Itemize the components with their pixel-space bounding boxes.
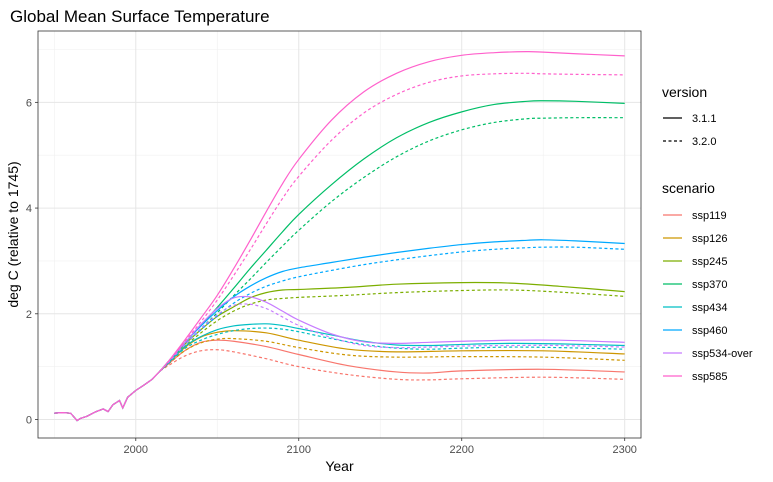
legend-scenario-label: ssp434 (692, 302, 727, 314)
y-tick-label: 6 (26, 97, 32, 109)
grid-major (38, 31, 641, 438)
series-line-ssp245-3.1.1 (159, 281, 625, 372)
y-axis-label: deg C (relative to 1745) (5, 161, 21, 307)
legend-scenario-label: ssp460 (692, 325, 727, 337)
y-axis: 0 2 4 6 (26, 97, 38, 427)
legend-version-label: 3.2.0 (692, 136, 716, 148)
x-axis-label: Year (325, 458, 354, 474)
series-line-ssp126-3.2.0 (159, 337, 625, 372)
series-line-ssp245-3.2.0 (159, 289, 625, 372)
series-line-ssp434-3.2.0 (159, 327, 625, 372)
legend-scenario-label: ssp585 (692, 371, 727, 383)
series-line-ssp585-3.1.1 (159, 50, 625, 372)
x-tick-label: 2200 (449, 444, 473, 456)
legend-scenario-title: scenario (662, 180, 715, 196)
series-line-ssp534-over-3.2.0 (159, 303, 625, 372)
chart-title: Global Mean Surface Temperature (10, 7, 270, 26)
legend-scenario-label: ssp126 (692, 233, 727, 245)
legend-scenario-label: ssp245 (692, 256, 727, 268)
x-tick-label: 2300 (612, 444, 636, 456)
y-tick-label: 0 (26, 415, 32, 427)
x-tick-label: 2100 (287, 444, 311, 456)
legend-scenario-label: ssp534-over (692, 348, 753, 360)
series-line-ssp126-3.1.1 (159, 330, 625, 372)
legend-version: version 3.1.1 3.2.0 (662, 84, 716, 148)
series-line-ssp460-3.2.0 (159, 246, 625, 372)
series-layer (54, 50, 625, 422)
y-tick-label: 2 (26, 309, 32, 321)
series-line-ssp434-3.1.1 (159, 323, 625, 372)
plot-panel (38, 31, 641, 438)
series-line-ssp460-3.1.1 (159, 239, 625, 372)
plot-border (37, 30, 642, 439)
series-historical-ssp585 (54, 370, 161, 422)
series-line-ssp534-over-3.1.1 (159, 295, 625, 372)
legend-version-label: 3.1.1 (692, 113, 716, 125)
legend-version-title: version (662, 84, 707, 100)
series-line-ssp585-3.2.0 (159, 72, 625, 372)
y-tick-label: 4 (26, 203, 32, 215)
x-axis: 2000 2100 2200 2300 (124, 438, 637, 456)
series-line-ssp119-3.2.0 (159, 349, 625, 381)
legend-scenario-label: ssp119 (692, 210, 727, 222)
x-tick-label: 2000 (124, 444, 148, 456)
legend-scenario-label: ssp370 (692, 279, 727, 291)
legend-scenario: scenario ssp119 ssp126 ssp245 ssp370 ssp434 s… (662, 180, 753, 383)
